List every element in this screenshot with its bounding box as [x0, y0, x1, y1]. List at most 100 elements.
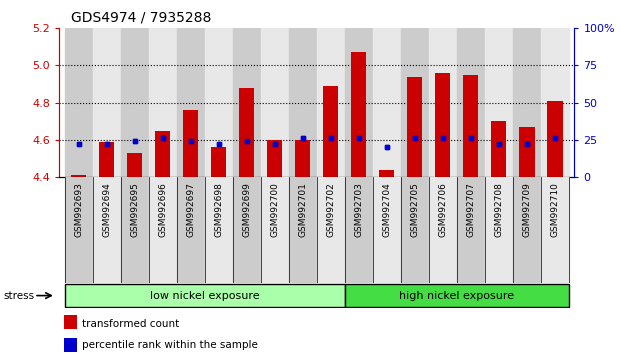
- Text: GSM992703: GSM992703: [354, 182, 363, 237]
- Bar: [99, 142, 114, 177]
- Bar: [401, 177, 428, 283]
- Bar: [176, 177, 205, 283]
- Bar: [211, 147, 227, 177]
- Bar: [373, 177, 401, 283]
- Bar: [295, 140, 310, 177]
- Bar: [491, 121, 507, 177]
- Bar: [435, 73, 450, 177]
- Bar: [541, 28, 569, 177]
- Text: GSM992697: GSM992697: [186, 182, 195, 237]
- Text: GSM992698: GSM992698: [214, 182, 223, 237]
- Bar: [407, 77, 422, 177]
- Bar: [261, 177, 289, 283]
- Bar: [457, 28, 485, 177]
- Bar: [93, 28, 120, 177]
- Bar: [519, 127, 535, 177]
- Bar: [64, 315, 77, 329]
- Bar: [71, 175, 86, 177]
- Bar: [267, 140, 283, 177]
- Bar: [127, 153, 142, 177]
- Bar: [65, 285, 345, 307]
- Bar: [239, 88, 255, 177]
- Bar: [513, 28, 541, 177]
- Bar: [127, 153, 142, 177]
- Bar: [379, 170, 394, 177]
- Text: GSM992704: GSM992704: [383, 182, 391, 237]
- Text: GSM992700: GSM992700: [270, 182, 279, 237]
- Bar: [541, 177, 569, 283]
- Text: GSM992695: GSM992695: [130, 182, 139, 237]
- Bar: [401, 28, 428, 177]
- Bar: [233, 177, 261, 283]
- Bar: [289, 28, 317, 177]
- Bar: [295, 140, 310, 177]
- Bar: [317, 28, 345, 177]
- Bar: [547, 101, 563, 177]
- Bar: [176, 28, 205, 177]
- Bar: [205, 177, 233, 283]
- Text: stress: stress: [3, 291, 34, 301]
- Bar: [491, 121, 507, 177]
- Text: low nickel exposure: low nickel exposure: [150, 291, 260, 301]
- Bar: [239, 88, 255, 177]
- Bar: [373, 28, 401, 177]
- Text: GSM992702: GSM992702: [326, 182, 335, 237]
- Bar: [155, 131, 170, 177]
- Text: GSM992707: GSM992707: [466, 182, 475, 237]
- Bar: [323, 86, 338, 177]
- Bar: [547, 101, 563, 177]
- Bar: [261, 28, 289, 177]
- Bar: [428, 28, 457, 177]
- Bar: [345, 177, 373, 283]
- Text: high nickel exposure: high nickel exposure: [399, 291, 514, 301]
- Bar: [148, 28, 176, 177]
- Bar: [351, 52, 366, 177]
- Bar: [99, 142, 114, 177]
- Bar: [211, 147, 227, 177]
- Text: GSM992706: GSM992706: [438, 182, 447, 237]
- Bar: [407, 77, 422, 177]
- Text: GDS4974 / 7935288: GDS4974 / 7935288: [71, 11, 212, 25]
- Text: GSM992696: GSM992696: [158, 182, 167, 237]
- Text: percentile rank within the sample: percentile rank within the sample: [82, 340, 258, 350]
- Bar: [65, 28, 93, 177]
- Bar: [267, 140, 283, 177]
- Bar: [317, 177, 345, 283]
- Bar: [485, 177, 513, 283]
- Bar: [148, 177, 176, 283]
- Bar: [345, 28, 373, 177]
- Bar: [463, 75, 479, 177]
- Bar: [120, 28, 148, 177]
- Text: GSM992710: GSM992710: [550, 182, 560, 237]
- Bar: [513, 177, 541, 283]
- Bar: [183, 110, 198, 177]
- Bar: [183, 110, 198, 177]
- Bar: [457, 177, 485, 283]
- Bar: [428, 177, 457, 283]
- Bar: [155, 131, 170, 177]
- Bar: [120, 177, 148, 283]
- Bar: [351, 52, 366, 177]
- Bar: [65, 177, 93, 283]
- Text: transformed count: transformed count: [82, 319, 179, 329]
- Bar: [435, 73, 450, 177]
- Bar: [289, 177, 317, 283]
- Bar: [345, 285, 569, 307]
- Bar: [485, 28, 513, 177]
- Bar: [233, 28, 261, 177]
- Text: GSM992699: GSM992699: [242, 182, 251, 237]
- Text: GSM992694: GSM992694: [102, 182, 111, 237]
- Text: GSM992709: GSM992709: [522, 182, 532, 237]
- Text: GSM992705: GSM992705: [410, 182, 419, 237]
- Bar: [463, 75, 479, 177]
- Bar: [93, 177, 120, 283]
- Bar: [323, 86, 338, 177]
- Bar: [205, 28, 233, 177]
- Bar: [379, 170, 394, 177]
- Bar: [71, 175, 86, 177]
- Text: GSM992693: GSM992693: [74, 182, 83, 237]
- Bar: [64, 338, 77, 352]
- Bar: [519, 127, 535, 177]
- Text: GSM992701: GSM992701: [298, 182, 307, 237]
- Text: GSM992708: GSM992708: [494, 182, 503, 237]
